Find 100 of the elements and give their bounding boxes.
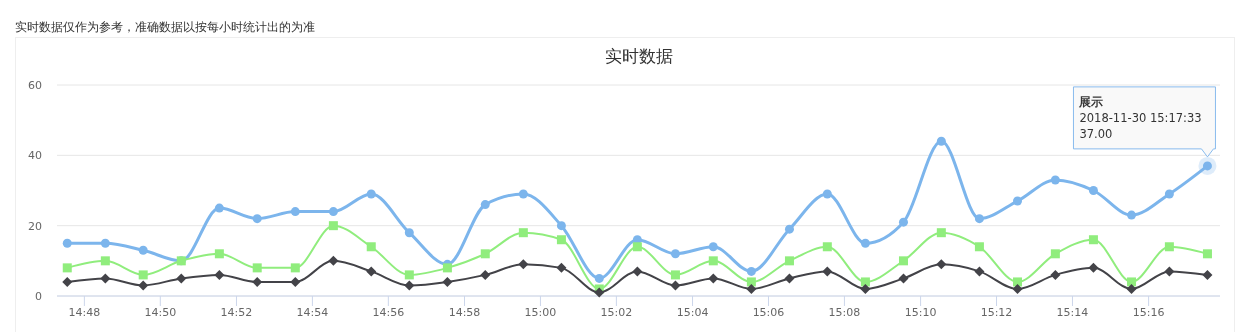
point: [1088, 235, 1098, 245]
point: [138, 245, 148, 255]
point: [632, 266, 643, 277]
point: [822, 242, 832, 252]
x-tick-label: 14:56: [372, 306, 405, 319]
point: [1127, 277, 1137, 287]
annotation: 展示 2018-11-30 15:17:33 37.00: [1078, 94, 1202, 141]
point: [480, 249, 490, 259]
point: [138, 270, 148, 280]
point: [1127, 210, 1137, 220]
x-tick-label: 14:58: [448, 306, 481, 319]
chart-subtitle: 实时数据仅作为参考，准确数据以按每小时统计出的为准: [15, 20, 315, 34]
point: [670, 280, 681, 291]
point: [784, 224, 794, 234]
point: [746, 266, 756, 276]
point: [176, 273, 187, 284]
point: [100, 273, 111, 284]
point: [252, 263, 262, 273]
x-tick-label: 15:16: [1132, 306, 1165, 319]
point: [366, 266, 377, 277]
point: [1202, 249, 1212, 259]
point: [1164, 266, 1175, 277]
point: [404, 280, 415, 291]
point: [594, 273, 604, 283]
point: [708, 256, 718, 266]
point: [1088, 186, 1098, 195]
point: [594, 287, 605, 298]
point: [746, 283, 757, 294]
point: [936, 136, 946, 146]
chart-title: 实时数据: [604, 46, 673, 66]
point: [518, 259, 529, 270]
point: [898, 217, 908, 227]
point: [708, 242, 718, 252]
point: [708, 273, 719, 284]
point: [898, 256, 908, 266]
point: [404, 270, 414, 280]
point: [936, 259, 947, 270]
point: [442, 263, 452, 273]
point: [480, 200, 490, 210]
point: [1164, 242, 1174, 252]
point: [670, 270, 680, 280]
point: [62, 276, 73, 287]
point: [290, 207, 300, 217]
point: [1013, 196, 1022, 206]
point: [62, 263, 72, 273]
point: [1050, 175, 1060, 185]
point: [1013, 277, 1022, 287]
point: [556, 235, 566, 245]
x-tick-label: 15:00: [524, 306, 557, 319]
point: [290, 276, 301, 287]
point: [974, 266, 985, 277]
point: [860, 283, 871, 294]
point: [518, 189, 528, 199]
x-tick-label: 15:02: [600, 306, 633, 319]
point: [328, 255, 339, 266]
y-tick-label: 60: [28, 79, 42, 92]
y-tick-label: 0: [35, 290, 42, 303]
x-tick-label: 14:52: [220, 306, 253, 319]
point: [860, 277, 870, 287]
x-tick-label: 15:06: [752, 306, 785, 319]
point: [556, 221, 566, 231]
x-tick-label: 14:50: [144, 306, 177, 319]
point: [252, 214, 262, 224]
point: [480, 269, 491, 280]
point: [632, 242, 642, 252]
point: [822, 266, 833, 277]
point: [1088, 262, 1099, 273]
x-tick-label: 15:08: [828, 306, 861, 319]
point: [1164, 189, 1174, 199]
point: [784, 256, 794, 266]
x-tick-label: 14:48: [68, 306, 101, 319]
point: [1012, 283, 1023, 294]
point: [936, 228, 946, 238]
y-tick-label: 40: [28, 149, 42, 163]
point: [518, 228, 528, 238]
point: [366, 242, 376, 252]
point: [138, 280, 149, 291]
point: [974, 214, 984, 224]
point: [214, 269, 225, 280]
y-tick-label: 20: [28, 219, 42, 233]
point: [822, 189, 832, 199]
point: [746, 277, 756, 287]
point: [1050, 249, 1060, 259]
point: [366, 189, 376, 199]
x-tick-label: 15:14: [1056, 306, 1089, 319]
x-tick-label: 14:54: [296, 306, 329, 319]
point: [860, 238, 870, 248]
point: [784, 273, 795, 284]
x-tick-label: 15:10: [904, 306, 937, 319]
point: [100, 238, 110, 248]
point: [214, 249, 224, 259]
point: [1202, 269, 1213, 280]
point: [290, 263, 300, 273]
point: [898, 273, 909, 284]
point: [100, 256, 110, 266]
point: [328, 221, 338, 231]
point: [1050, 269, 1061, 280]
point: [670, 249, 680, 259]
point: [442, 276, 453, 287]
point: [62, 238, 72, 248]
